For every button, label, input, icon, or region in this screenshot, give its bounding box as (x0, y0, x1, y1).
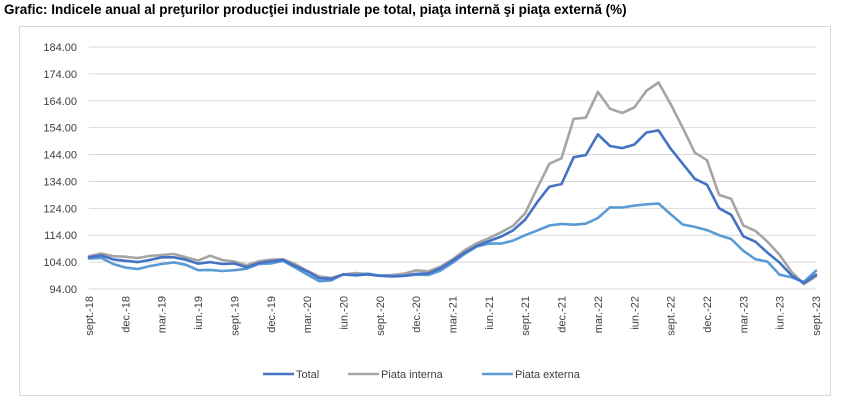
x-tick-label: mar.-19 (157, 296, 169, 333)
x-tick-label: dec.-21 (557, 296, 569, 333)
legend-item: Total (263, 369, 319, 381)
y-tick-label: 134.00 (43, 176, 77, 188)
chart-frame (19, 26, 831, 396)
legend-item: Piata interna (348, 369, 444, 381)
x-tick-label: sept.-18 (84, 296, 96, 336)
x-tick-label: mar.-21 (448, 296, 460, 333)
legend-item: Piata externa (482, 369, 581, 381)
y-tick-label: 104.00 (43, 257, 77, 269)
x-tick-label: sept.-23 (811, 296, 823, 336)
x-axis-ticks: sept.-18 dec.-18 mar.-19 iun.-19 sept.-19 dec… (84, 296, 823, 336)
x-tick-label: sept.-21 (520, 296, 532, 336)
y-tick-label: 124.00 (43, 203, 77, 215)
x-tick-label: iun.-19 (193, 296, 205, 330)
x-tick-label: mar.-20 (302, 296, 314, 333)
y-axis-ticks: 184.00 174.00 164.00 154.00 144.00 134.00 124.… (43, 42, 77, 296)
x-tick-label: iun.-21 (484, 296, 496, 330)
y-tick-label: 144.00 (43, 150, 77, 162)
y-tick-label: 114.00 (44, 230, 77, 242)
x-tick-label: iun.-20 (338, 296, 350, 330)
x-tick-label: dec.-18 (120, 296, 132, 333)
x-tick-label: sept.-20 (375, 296, 387, 336)
legend: Total Piata interna Piata externa (263, 369, 581, 381)
y-tick-label: 94.00 (49, 284, 77, 296)
x-tick-label: dec.-22 (702, 296, 714, 333)
x-tick-label: iun.-23 (775, 296, 787, 330)
x-tick-label: sept.-19 (229, 296, 241, 336)
series-line-total (87, 129, 818, 285)
x-tick-label: dec.-20 (411, 296, 423, 333)
y-tick-label: 154.00 (43, 123, 77, 135)
gridlines (89, 46, 816, 290)
series-lines (87, 81, 818, 286)
series-line-piata-externa (87, 202, 818, 284)
legend-label: Total (296, 369, 319, 381)
y-tick-label: 164.00 (43, 96, 77, 108)
y-tick-label: 184.00 (43, 42, 77, 54)
chart-title: Grafic: Indicele anual al preţurilor pro… (4, 2, 627, 17)
legend-label: Piata externa (515, 369, 581, 381)
x-tick-label: sept.-22 (666, 296, 678, 336)
x-tick-label: mar.-22 (593, 296, 605, 333)
x-tick-label: dec.-19 (266, 296, 278, 333)
x-tick-label: iun.-22 (629, 296, 641, 330)
x-tick-label: mar.-23 (738, 296, 750, 333)
legend-label: Piata interna (381, 369, 444, 381)
y-tick-label: 174.00 (43, 69, 77, 81)
